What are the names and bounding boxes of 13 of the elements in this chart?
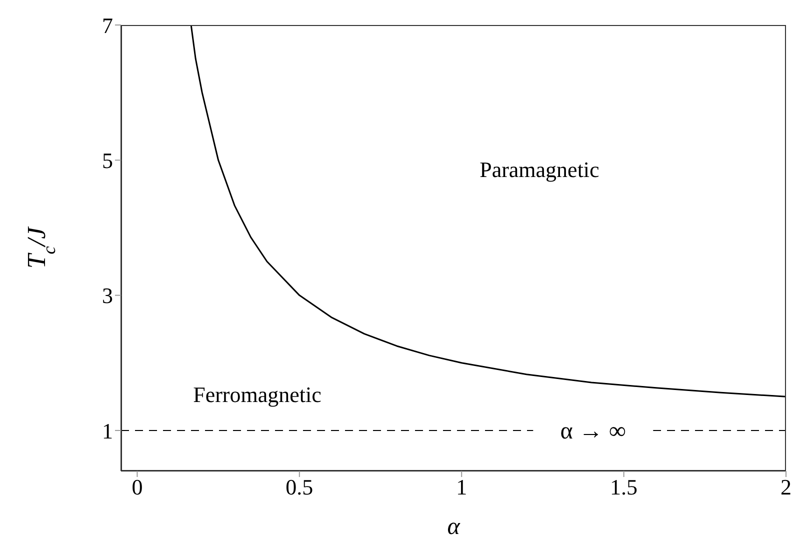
x-tick-label: 2: [780, 474, 792, 500]
x-tick-label: 1: [456, 474, 468, 500]
ref-line-label: α → ∞: [560, 418, 626, 444]
annotation: Ferromagnetic: [193, 382, 322, 408]
x-tick-label: 1.5: [610, 474, 638, 500]
y-tick-label: 3: [102, 283, 113, 308]
x-axis-title: α: [447, 514, 460, 538]
x-tick-label: 0: [132, 474, 143, 500]
x-tick-label: 0.5: [286, 474, 314, 500]
y-tick-label: 5: [102, 148, 113, 173]
y-tick-label: 1: [102, 418, 113, 444]
annotation: Paramagnetic: [480, 157, 600, 184]
y-tick-label: 7: [102, 12, 113, 38]
